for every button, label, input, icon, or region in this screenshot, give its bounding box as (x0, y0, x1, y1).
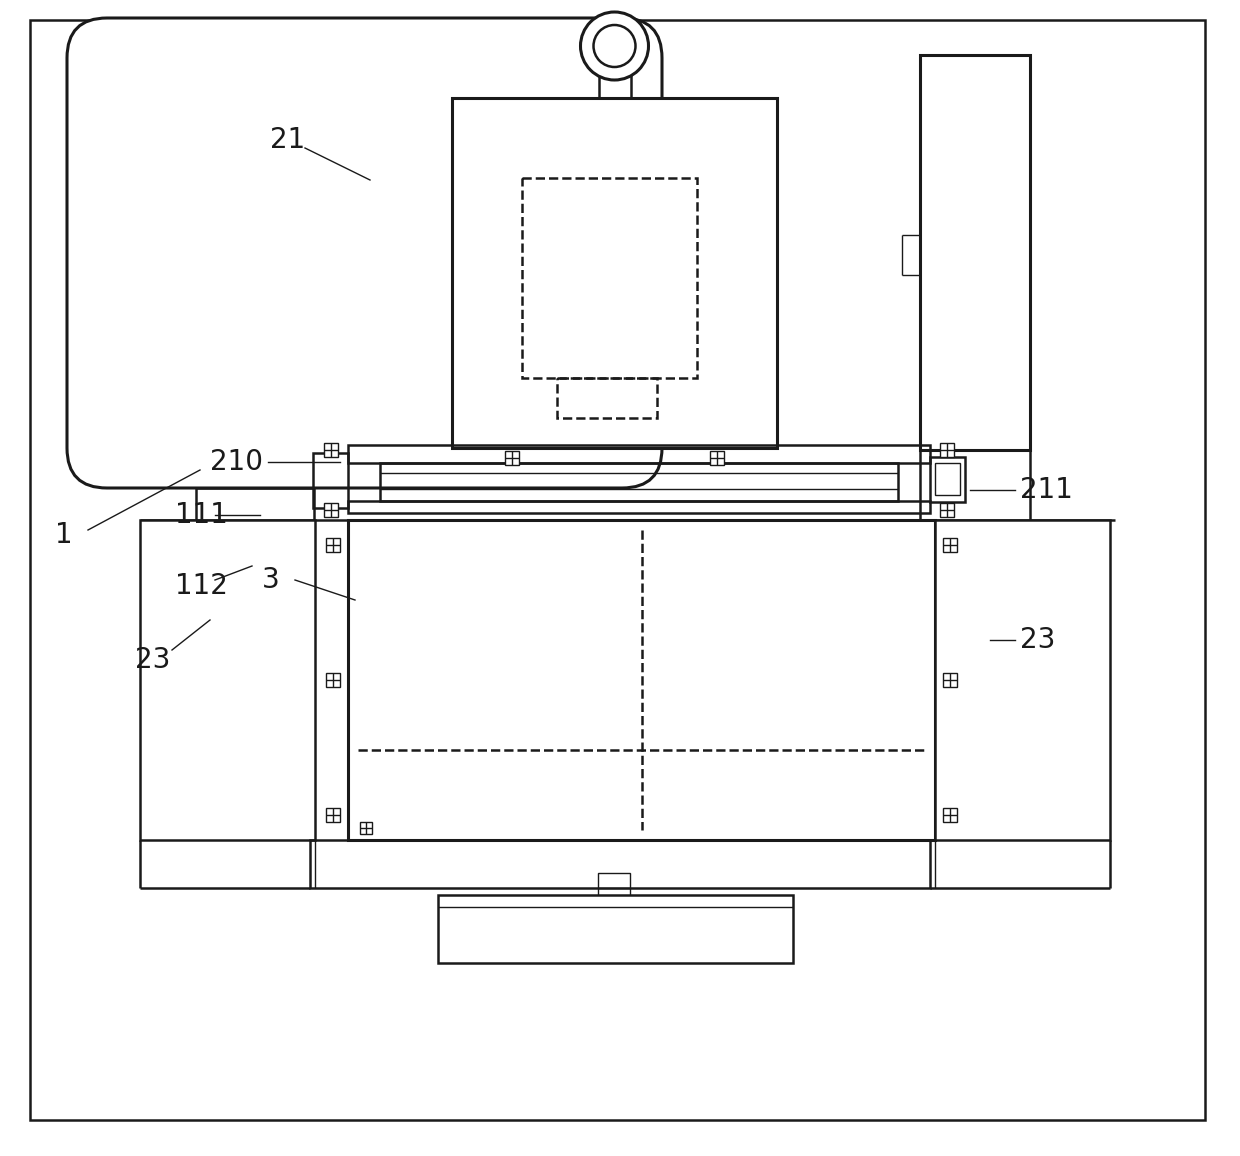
Bar (324, 503, 339, 517)
Bar (598, 873, 630, 888)
Bar (942, 673, 957, 687)
Text: 23: 23 (1021, 627, 1055, 654)
Bar (326, 673, 340, 687)
Bar (505, 451, 520, 465)
Bar (196, 488, 314, 596)
Bar (453, 98, 777, 449)
Bar (348, 501, 930, 513)
Text: 3: 3 (262, 566, 280, 594)
Bar (438, 895, 794, 963)
Bar (940, 503, 954, 517)
Bar (920, 55, 1030, 450)
Bar (215, 638, 298, 658)
Bar (522, 178, 697, 378)
Text: 211: 211 (1021, 476, 1073, 504)
Text: 21: 21 (270, 126, 305, 154)
Bar (140, 520, 315, 840)
Bar (360, 822, 372, 833)
Bar (326, 808, 340, 822)
Text: 111: 111 (175, 501, 228, 529)
Bar (348, 520, 935, 840)
Bar (942, 538, 957, 553)
Bar (935, 464, 960, 495)
Bar (326, 538, 340, 553)
Bar (348, 445, 930, 464)
Circle shape (594, 25, 635, 67)
Bar (310, 840, 930, 888)
Text: 210: 210 (210, 449, 263, 476)
Bar (312, 453, 348, 507)
Bar (942, 808, 957, 822)
Bar (379, 464, 898, 501)
Bar (711, 451, 724, 465)
Bar (940, 443, 954, 457)
Bar (557, 378, 657, 418)
Text: 23: 23 (135, 646, 170, 674)
Bar (930, 457, 965, 502)
Bar (324, 443, 339, 457)
Text: 112: 112 (175, 572, 228, 600)
Circle shape (580, 12, 649, 80)
FancyBboxPatch shape (67, 18, 662, 488)
Text: 1: 1 (55, 521, 73, 549)
Bar (935, 520, 1110, 840)
